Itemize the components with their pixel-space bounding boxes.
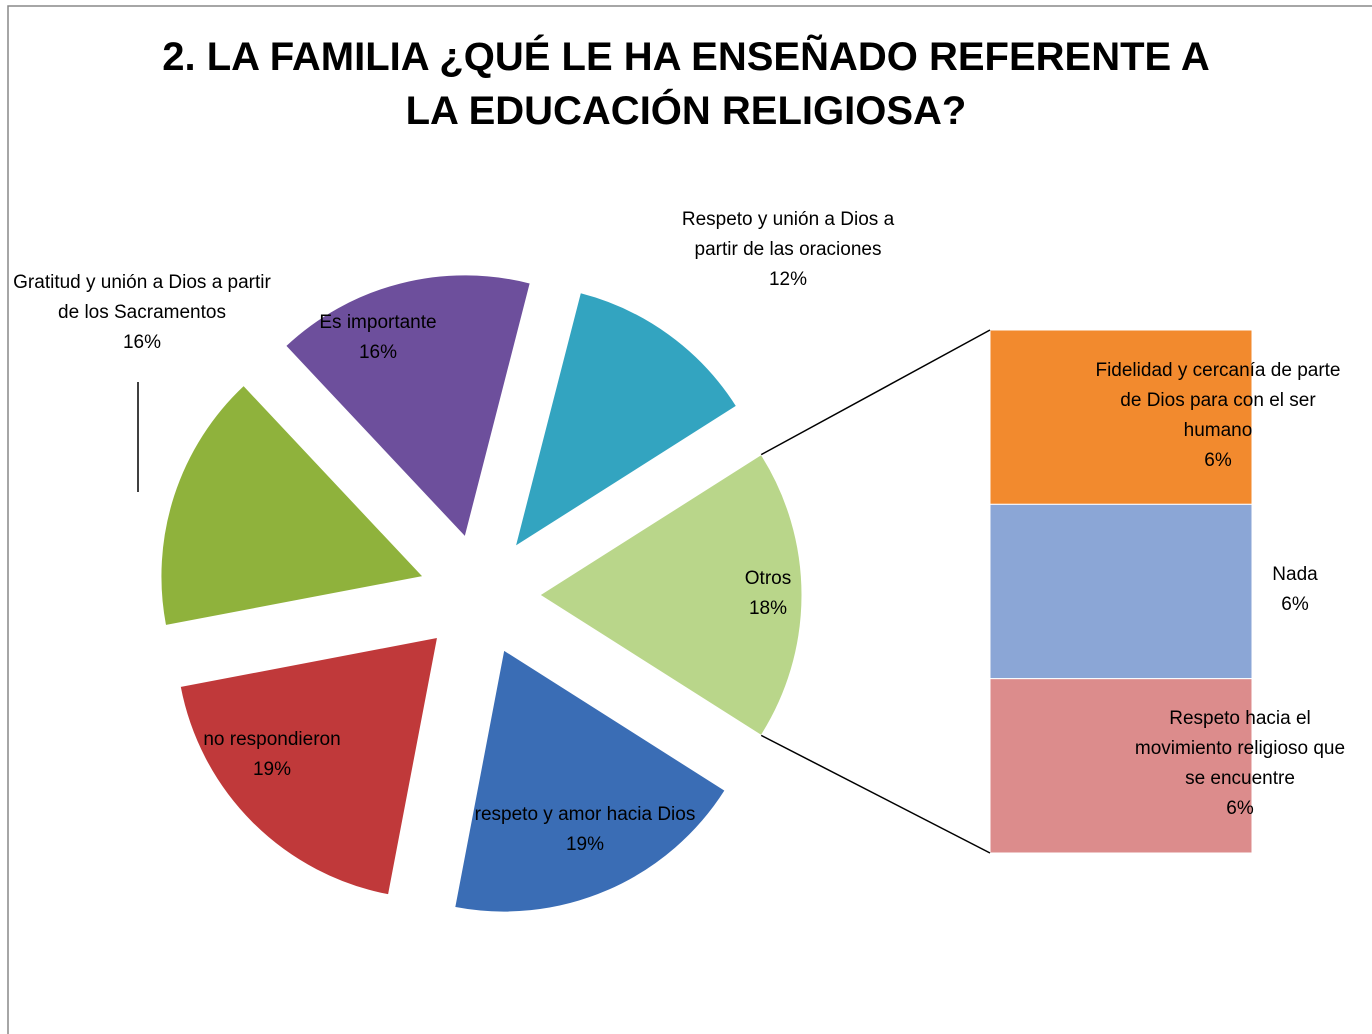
slice-label: Otros 18% [708,564,828,624]
pie-slice [285,274,531,538]
frame [7,5,1372,1034]
slice-name: Respeto y unión a Dios a partir de las o… [681,209,895,260]
connector-line [760,329,991,456]
slice-name: Gratitud y unión a Dios a partir de los … [13,272,271,323]
slice-label: Es importante 16% [258,308,498,368]
slice-name: no respondieron [203,729,341,750]
slice-label: Gratitud y unión a Dios a partir de los … [7,268,277,358]
bar-segment [989,329,1253,505]
slice-label: respeto y amor hacia Dios 19% [450,800,720,860]
slice-label: Respeto y unión a Dios a partir de las o… [658,205,918,295]
slice-value: 18% [748,598,788,619]
pie-slice [514,292,738,548]
pie-slice [454,649,726,913]
bar-name: Respeto hacia el movimiento religioso qu… [1134,708,1346,789]
bar-name: Fidelidad y cercanía de parte de Dios pa… [1095,360,1341,441]
bar-segment [989,503,1253,680]
pie-slice [179,636,439,896]
bar-label: Respeto hacia el movimiento religioso qu… [1125,704,1355,824]
slice-value: 19% [252,759,292,780]
chart-title: 2. LA FAMILIA ¿QUÉ LE HA ENSEÑADO REFERE… [162,35,1210,133]
bar-value: 6% [1204,450,1232,471]
bar-value: 6% [1281,594,1309,615]
bar-segment [989,678,1253,854]
bar-name: Nada [1272,564,1318,585]
slice-value: 16% [358,342,398,363]
slice-value: 12% [768,269,808,290]
bar-value: 6% [1226,798,1254,819]
bar-label: Fidelidad y cercanía de parte de Dios pa… [1093,356,1343,476]
slice-label: no respondieron 19% [152,725,392,785]
bar-label: Nada 6% [1235,560,1355,620]
slice-name: Es importante [319,312,437,333]
slice-name: Otros [744,568,792,589]
slice-value: 19% [565,834,605,855]
pie-slice [539,453,803,737]
pie-slice [160,384,424,627]
connector-line [760,734,991,854]
slice-value: 16% [122,332,162,353]
slice-name: respeto y amor hacia Dios [474,804,696,825]
